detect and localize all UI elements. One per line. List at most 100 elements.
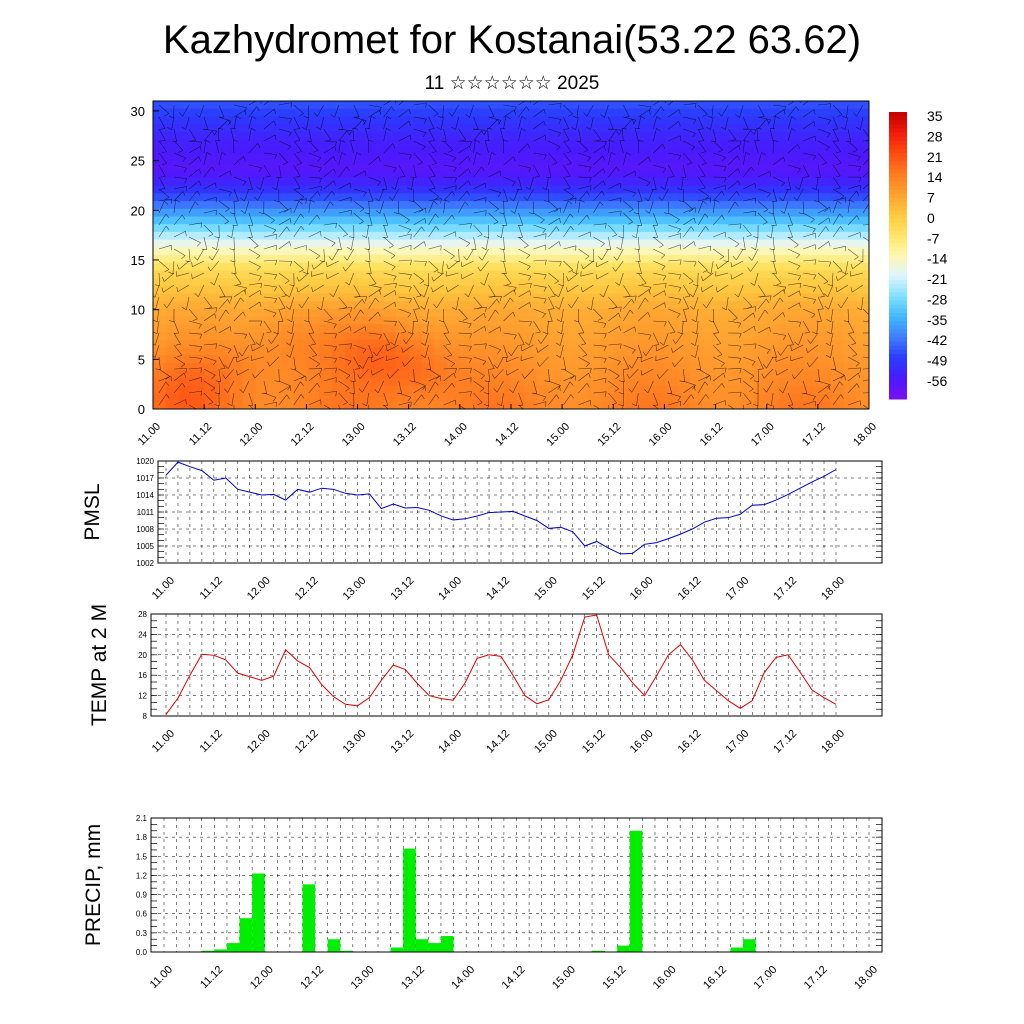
wind-barb-flag [601, 412, 605, 415]
field-cell [702, 278, 717, 287]
field-cell [536, 208, 550, 218]
wind-barb-shaft [608, 197, 622, 202]
wind-barb-shaft [263, 380, 267, 394]
field-cell [817, 278, 832, 287]
field-cell [306, 131, 320, 141]
field-cell [178, 385, 192, 395]
field-cell [165, 301, 180, 310]
field-cell [178, 185, 192, 194]
field-cell [677, 316, 691, 325]
field-cell [204, 401, 218, 409]
field-cell [447, 378, 461, 387]
wind-barb-shaft [790, 356, 804, 362]
wind-barb-shaft [176, 272, 190, 277]
field-cell [229, 147, 244, 156]
wind-barb-flag [505, 370, 508, 376]
wind-barb-flag [689, 293, 694, 298]
field-cell [664, 101, 678, 110]
wind-barb-shaft [203, 313, 215, 322]
field-cell [613, 362, 627, 372]
field-cell [434, 185, 448, 194]
wind-barb-shaft [259, 332, 265, 346]
wind-barb-flag [856, 190, 860, 196]
field-cell [702, 339, 717, 348]
wind-barb-flag [766, 119, 770, 124]
field-cell [626, 178, 640, 187]
wind-barb-flag [724, 367, 727, 373]
wind-barb-shaft [695, 344, 699, 358]
wind-barb-shaft [717, 284, 729, 293]
field-cell [792, 108, 806, 117]
wind-barb-shaft [428, 128, 435, 141]
field-cell [306, 101, 320, 110]
wind-barb-shaft [648, 188, 654, 202]
field-cell [677, 362, 691, 372]
wind-barb-shaft [323, 180, 334, 190]
field-cell [408, 293, 423, 302]
wind-barb-flag [660, 106, 665, 111]
field-cell [638, 401, 653, 409]
wind-barb-shaft [158, 128, 166, 141]
field-cell [856, 285, 869, 295]
field-cell [702, 355, 717, 364]
wind-barb-flag [267, 361, 270, 367]
wind-barb-flag [702, 269, 708, 273]
field-cell [178, 301, 192, 310]
wind-barb-shaft [832, 226, 841, 238]
wind-barb-flag [402, 361, 405, 367]
wind-barb-shaft [203, 209, 217, 214]
wind-barb-shaft [166, 296, 175, 309]
wind-barb-flag [326, 261, 328, 267]
field-cell [664, 170, 678, 179]
field-cell [536, 401, 550, 409]
field-cell [472, 108, 487, 117]
field-cell [255, 216, 269, 225]
field-cell [165, 247, 180, 256]
wind-barb-flag [557, 331, 562, 335]
field-cell [370, 378, 384, 387]
field-cell [357, 308, 371, 318]
field-cell [856, 378, 869, 387]
wind-barb-shaft [323, 128, 332, 141]
wind-barb-shaft [383, 143, 393, 154]
field-cell [613, 108, 627, 117]
field-cell [293, 370, 308, 379]
field-cell [344, 124, 359, 133]
field-cell [268, 116, 282, 125]
wind-barb-flag [723, 373, 726, 378]
field-cell [319, 308, 333, 318]
wind-barb-flag [692, 283, 698, 287]
wind-barb-flag [421, 394, 425, 400]
field-cell [523, 193, 538, 202]
field-cell [549, 285, 563, 295]
field-cell [319, 332, 333, 341]
field-cell [498, 393, 512, 402]
field-cell [370, 131, 384, 141]
y-tick-label: 1011 [137, 508, 155, 517]
wind-barb-flag [401, 347, 404, 353]
field-cell [702, 231, 717, 241]
wind-barb-shaft [158, 381, 166, 394]
field-cell [702, 262, 717, 271]
wind-barb-shaft [398, 152, 412, 156]
colorbar-segment [889, 358, 907, 363]
wind-barb-flag [676, 187, 682, 191]
field-cell [472, 308, 487, 318]
wind-barb-flag [342, 234, 348, 237]
field-cell [242, 308, 256, 318]
field-cell [677, 308, 691, 318]
wind-barb-flag [347, 360, 352, 366]
field-cell [408, 347, 423, 356]
wind-barb-shaft [847, 184, 861, 190]
wind-barb-shaft [743, 380, 754, 390]
wind-barb-shaft [293, 188, 305, 198]
field-cell [421, 385, 435, 395]
field-cell [395, 308, 410, 318]
field-cell [255, 332, 269, 341]
wind-barb-shaft [548, 102, 562, 106]
wind-barb-shaft [383, 282, 397, 286]
wind-barb-shaft [742, 140, 745, 154]
field-cell [715, 301, 729, 310]
wind-barb-flag [568, 303, 572, 309]
wind-barb-shaft [548, 380, 561, 386]
